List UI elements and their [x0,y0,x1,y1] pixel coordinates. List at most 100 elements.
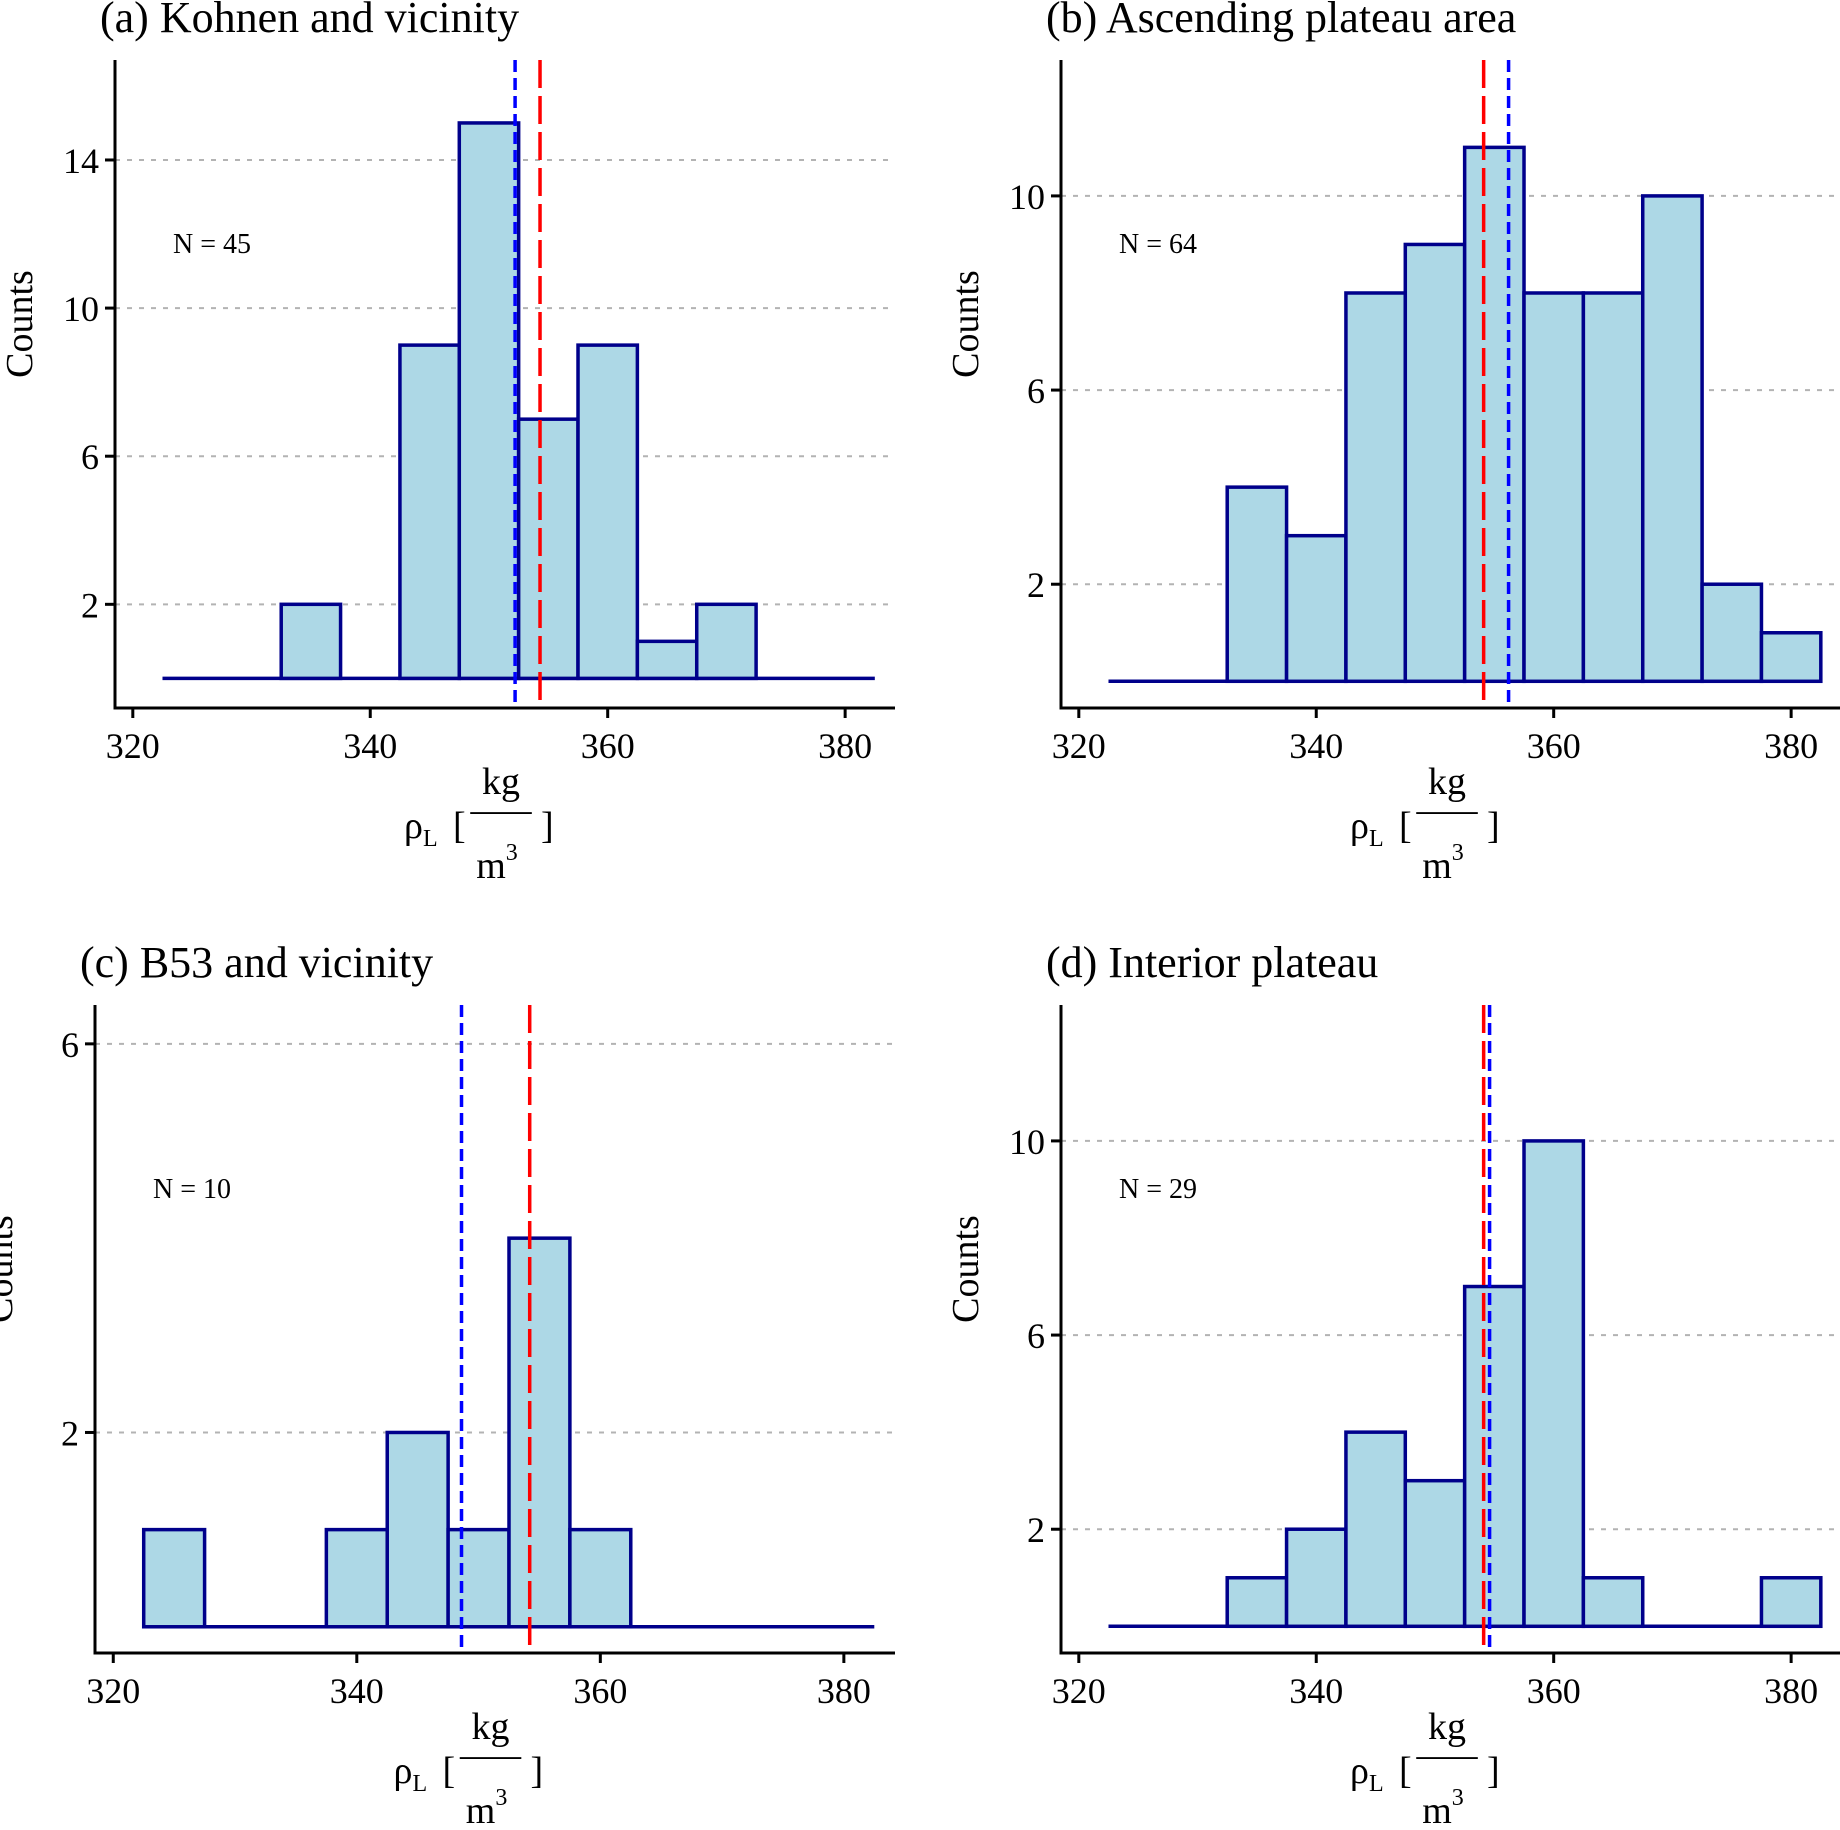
x-tick-label: 380 [818,726,872,766]
panel-b: 2 6 10 320 340 360 380 (b) Ascending plateau ar… [945,0,1840,887]
x-axis-label-denominator: m3 [466,1785,508,1830]
histogram-bar [1462,1284,1526,1629]
y-tick-label: 6 [1027,1316,1045,1356]
sample-size-label: N = 45 [173,229,251,260]
y-axis-label: Counts [945,270,987,378]
y-tick-label: 2 [1027,565,1045,605]
y-tick-label: 2 [81,585,99,625]
histogram-bar [1759,631,1823,684]
x-tick-label: 380 [817,1671,871,1711]
x-axis-label-symbol: ρL [404,805,438,852]
x-axis-label-subscript: L [1369,826,1384,852]
y-tick-label: 6 [61,1025,79,1065]
x-axis-label-numerator: kg [472,1706,510,1748]
histogram-bar [1284,533,1348,684]
panel-c: 2 6 320 340 360 380 (c) B53 and vicinity Counts… [0,938,895,1830]
x-axis-label-subscript: L [1369,1771,1384,1797]
histogram-bar [1700,582,1764,684]
x-axis-label-open-bracket: [ [443,1750,456,1792]
x-axis-label-denominator: m3 [476,840,518,887]
histogram-bar [1344,1430,1408,1629]
histogram-bar [457,121,521,681]
x-tick-label: 340 [343,726,397,766]
y-tick-label: 10 [63,289,99,329]
histogram-bar [141,1527,207,1629]
panel-a: 2 6 10 14 320 340 360 380 (a) Kohnen and vicinit… [0,0,895,887]
x-tick-label: 380 [1764,726,1818,766]
x-axis-label-numerator: kg [482,761,520,803]
y-axis-label: Counts [0,1215,21,1323]
panel-title: (d) Interior plateau [1046,938,1378,987]
x-tick-label: 320 [1052,726,1106,766]
panel-title: (c) B53 and vicinity [80,938,433,987]
y-tick-label: 10 [1009,177,1045,217]
sample-size-label: N = 10 [153,1174,231,1205]
panel-d: 2 6 10 320 340 360 380 (d) Interior plateau Coun… [945,938,1840,1830]
histogram-bar [385,1430,450,1629]
x-axis-label-fraction-bar: — [459,1733,523,1775]
x-axis-label-symbol: ρL [1350,805,1384,852]
y-tick-label: 6 [81,437,99,477]
x-axis-label-numerator: kg [1428,761,1466,803]
histogram-bar [1284,1527,1348,1629]
y-tick-label: 10 [1009,1122,1045,1162]
histogram-bar [1522,1139,1586,1629]
histogram-bar [1640,194,1704,684]
sample-size-label: N = 64 [1119,229,1197,260]
x-axis-label-open-bracket: [ [1399,805,1412,847]
y-tick-label: 6 [1027,371,1045,411]
x-axis-label-exponent: 3 [495,1785,507,1811]
x-axis-label-subscript: L [413,1771,428,1797]
x-axis-label-denominator: m3 [1422,840,1464,887]
histogram-bar [398,343,462,681]
x-tick-label: 380 [1764,1671,1818,1711]
histogram-bar [1581,291,1645,684]
histogram-bar [1759,1576,1823,1629]
x-axis-label-exponent: 3 [506,840,518,866]
x-axis-label-open-bracket: [ [453,805,466,847]
histogram-bar [1225,485,1289,684]
x-tick-label: 320 [1052,1671,1106,1711]
x-axis-label-denominator: m3 [1422,1785,1464,1830]
y-tick-label: 14 [63,141,99,181]
histogram-bar [507,1236,572,1629]
x-tick-label: 320 [86,1671,140,1711]
x-tick-label: 360 [573,1671,627,1711]
x-tick-label: 340 [330,1671,384,1711]
histogram-bar [1462,145,1526,684]
panel-title: (b) Ascending plateau area [1046,0,1516,42]
x-axis-label-fraction-bar: — [469,788,533,830]
x-tick-label: 340 [1289,726,1343,766]
histogram-bar [516,417,580,681]
x-axis-label-fraction-bar: — [1415,788,1479,830]
x-axis-label-exponent: 3 [1452,840,1464,866]
histogram-bar [1403,242,1467,684]
y-axis-label: Counts [945,1215,987,1323]
histogram-bar [1522,291,1586,684]
x-axis-label-close-bracket: ] [541,805,554,847]
histogram-bar [324,1527,389,1629]
x-axis-label-numerator: kg [1428,1706,1466,1748]
sample-size-label: N = 29 [1119,1174,1197,1205]
x-axis-label-close-bracket: ] [531,1750,544,1792]
histogram-bar [568,1527,633,1629]
histogram-bar [1225,1576,1289,1629]
histogram-bar [635,639,699,681]
histogram-bar [694,602,758,681]
y-tick-label: 2 [61,1413,79,1453]
x-axis-label-symbol: ρL [394,1750,428,1797]
histogram-bar [279,602,343,681]
x-tick-label: 360 [1527,1671,1581,1711]
histogram-bar [1403,1478,1467,1629]
x-axis-label-open-bracket: [ [1399,1750,1412,1792]
x-axis-label-fraction-bar: — [1415,1733,1479,1775]
x-tick-label: 340 [1289,1671,1343,1711]
histogram-bar [576,343,640,681]
x-axis-label-close-bracket: ] [1487,1750,1500,1792]
histogram-bar [446,1527,511,1629]
x-tick-label: 360 [581,726,635,766]
x-axis-label-subscript: L [423,826,438,852]
x-axis-label-close-bracket: ] [1487,805,1500,847]
x-axis-label-symbol: ρL [1350,1750,1384,1797]
